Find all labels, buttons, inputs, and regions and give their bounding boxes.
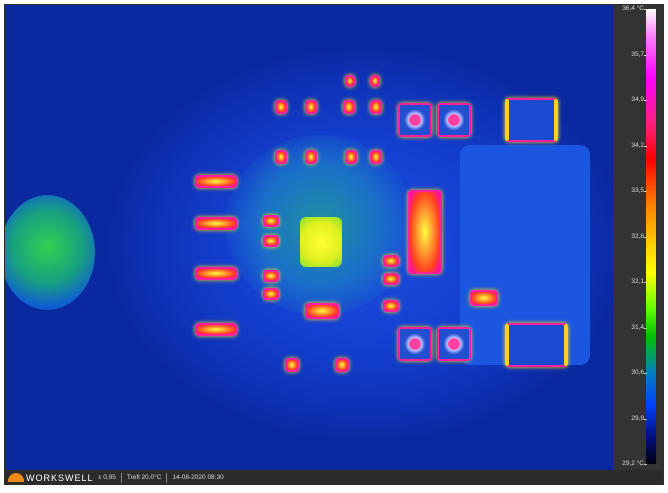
hot-component	[343, 100, 355, 114]
hot-component	[408, 190, 442, 274]
scale-label: 30,6	[631, 369, 644, 376]
hot-component	[398, 103, 432, 137]
thermal-image	[5, 5, 613, 470]
hot-component	[263, 215, 279, 227]
scale-tick	[644, 464, 647, 465]
hot-component	[263, 288, 279, 300]
hot-component	[275, 100, 287, 114]
hot-component	[383, 300, 399, 312]
hot-component	[285, 358, 299, 372]
hot-component	[195, 217, 237, 230]
color-bar	[646, 9, 656, 464]
reflected-temperature: Trefl 20,0°C	[126, 474, 162, 481]
scale-label: 32,1	[631, 278, 644, 285]
emissivity: ε 0,95	[98, 474, 116, 481]
hot-component	[470, 290, 498, 306]
hot-component	[305, 100, 317, 114]
scale-label: 29,2 °C	[622, 460, 644, 467]
hot-component	[505, 323, 568, 367]
hot-component	[345, 75, 355, 87]
scale-label: 34,2	[631, 141, 644, 149]
brand-name: WORKSWELL	[26, 472, 94, 483]
hot-component	[437, 103, 471, 137]
scale-tick	[644, 418, 647, 420]
hot-component	[398, 327, 432, 361]
hot-component	[383, 255, 399, 267]
hot-component	[195, 267, 237, 280]
scale-tick	[644, 145, 647, 147]
logo-mark-icon	[8, 473, 24, 482]
hot-chip	[300, 217, 342, 267]
scale-tick	[644, 54, 647, 56]
hot-component	[195, 323, 237, 336]
scale-tick	[644, 373, 647, 374]
scale-tick	[644, 9, 647, 10]
hot-component	[275, 150, 287, 164]
hot-component	[305, 303, 339, 319]
hot-component	[305, 150, 317, 164]
datetime: 14-08-2020 08:30	[172, 474, 224, 481]
scale-tick	[644, 191, 647, 192]
hot-component	[370, 75, 380, 87]
cold-disc	[5, 195, 95, 310]
hot-component	[335, 358, 349, 372]
hot-component	[505, 98, 558, 142]
hot-component	[437, 327, 471, 361]
scale-label: 33,5	[631, 187, 644, 194]
scale-label: 34,9	[631, 96, 644, 103]
scale-tick	[644, 327, 647, 329]
scale-tick	[644, 100, 647, 101]
status-bar: WORKSWELL ε 0,95 Trefl 20,0°C 14-08-2020…	[5, 470, 663, 485]
scale-label: 29,9	[631, 414, 644, 422]
scale-tick	[644, 282, 647, 283]
scale-label: 31,4	[631, 323, 644, 331]
scale-label: 36,4 °C	[622, 5, 644, 12]
scale-label: 32,8	[631, 232, 644, 240]
hot-component	[370, 150, 382, 164]
scale-label: 35,7	[631, 50, 644, 58]
hot-component	[345, 150, 357, 164]
hot-component	[263, 270, 279, 282]
scale-tick	[644, 236, 647, 238]
hot-component	[370, 100, 382, 114]
hot-component	[195, 175, 237, 188]
hot-component	[263, 235, 279, 247]
workswell-logo: WORKSWELL	[8, 473, 94, 483]
hot-component	[383, 273, 399, 285]
